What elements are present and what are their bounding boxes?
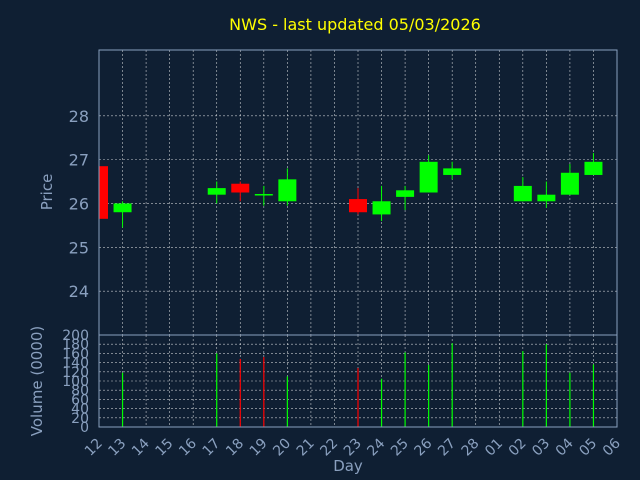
- volume-tick-label: 0: [80, 420, 89, 436]
- candle-20: [278, 168, 297, 206]
- candle-body: [560, 172, 579, 195]
- day-tick-label: 21: [294, 436, 318, 460]
- candle-body: [278, 179, 297, 202]
- day-tick-label: 26: [412, 435, 436, 459]
- candle-body: [537, 194, 556, 202]
- day-tick-label: 18: [223, 436, 247, 460]
- day-tick-label: 27: [435, 436, 459, 460]
- day-tick-label: 13: [105, 436, 129, 460]
- candle-body: [349, 199, 367, 213]
- volume-tick-label: 40: [71, 402, 89, 418]
- day-tick-label: 22: [317, 436, 341, 460]
- volume-tick-label: 100: [62, 374, 89, 390]
- day-tick-label: 02: [506, 436, 530, 460]
- volume-tick-label: 60: [71, 392, 89, 408]
- volume-panel-frame: [98, 334, 618, 428]
- candle-23: [349, 188, 367, 215]
- candle-body: [419, 161, 438, 193]
- candle-05: [584, 153, 603, 175]
- candle-03: [537, 181, 556, 208]
- candle-body: [231, 183, 250, 193]
- volume-tick-label: 160: [62, 346, 89, 362]
- candle-24: [372, 185, 391, 221]
- price-axis-label: Price: [38, 174, 56, 211]
- candle-13: [113, 201, 132, 228]
- price-tick-label: 26: [69, 194, 89, 213]
- candle-12: [98, 166, 108, 219]
- candle-body: [443, 168, 462, 175]
- volume-tick-label: 140: [62, 356, 89, 372]
- candle-04: [560, 164, 579, 195]
- day-tick-label: 17: [200, 436, 224, 460]
- volume-tick-label: 80: [71, 383, 89, 399]
- day-tick-label: 28: [459, 436, 483, 460]
- chart-title: NWS - last updated 05/03/2026: [229, 15, 481, 34]
- candle-18: [231, 181, 250, 202]
- day-tick-label: 20: [270, 436, 294, 460]
- day-tick-label: 05: [576, 436, 600, 460]
- candle-25: [396, 185, 415, 211]
- candle-body: [207, 188, 226, 195]
- volume-tick-label: 20: [71, 411, 89, 427]
- candle-02: [513, 177, 532, 202]
- day-tick-label: 01: [482, 436, 506, 460]
- volume-axis-label: Volume (0000): [28, 326, 46, 436]
- price-tick-label: 27: [69, 151, 89, 170]
- price-tick-label: 24: [69, 282, 89, 301]
- day-tick-label: 16: [176, 435, 200, 459]
- day-tick-label: 25: [388, 436, 412, 460]
- candle-body: [99, 166, 108, 219]
- candle-body: [372, 201, 391, 215]
- candle-body: [396, 190, 415, 197]
- candle-26: [419, 155, 438, 193]
- volume-tick-label: 180: [62, 337, 89, 353]
- day-tick-label: 14: [129, 435, 153, 459]
- day-tick-label: 06: [600, 435, 624, 459]
- day-tick-label: 12: [82, 436, 106, 460]
- volume-tick-label: 120: [62, 365, 89, 381]
- candle-27: [443, 161, 462, 180]
- day-tick-label: 04: [553, 435, 577, 459]
- volume-tick-label: 200: [62, 328, 89, 344]
- candle-body: [513, 185, 532, 202]
- price-tick-label: 25: [69, 238, 89, 257]
- candle-body: [113, 203, 132, 213]
- day-axis-label: Day: [333, 457, 363, 475]
- day-tick-label: 24: [364, 435, 388, 459]
- candle-19: [254, 185, 273, 206]
- day-tick-label: 03: [529, 436, 553, 460]
- day-tick-label: 23: [341, 436, 365, 460]
- day-tick-label: 19: [247, 436, 271, 460]
- candle-17: [207, 181, 226, 204]
- day-tick-label: 15: [153, 436, 177, 460]
- candle-body: [584, 161, 603, 175]
- price-tick-label: 28: [69, 107, 89, 126]
